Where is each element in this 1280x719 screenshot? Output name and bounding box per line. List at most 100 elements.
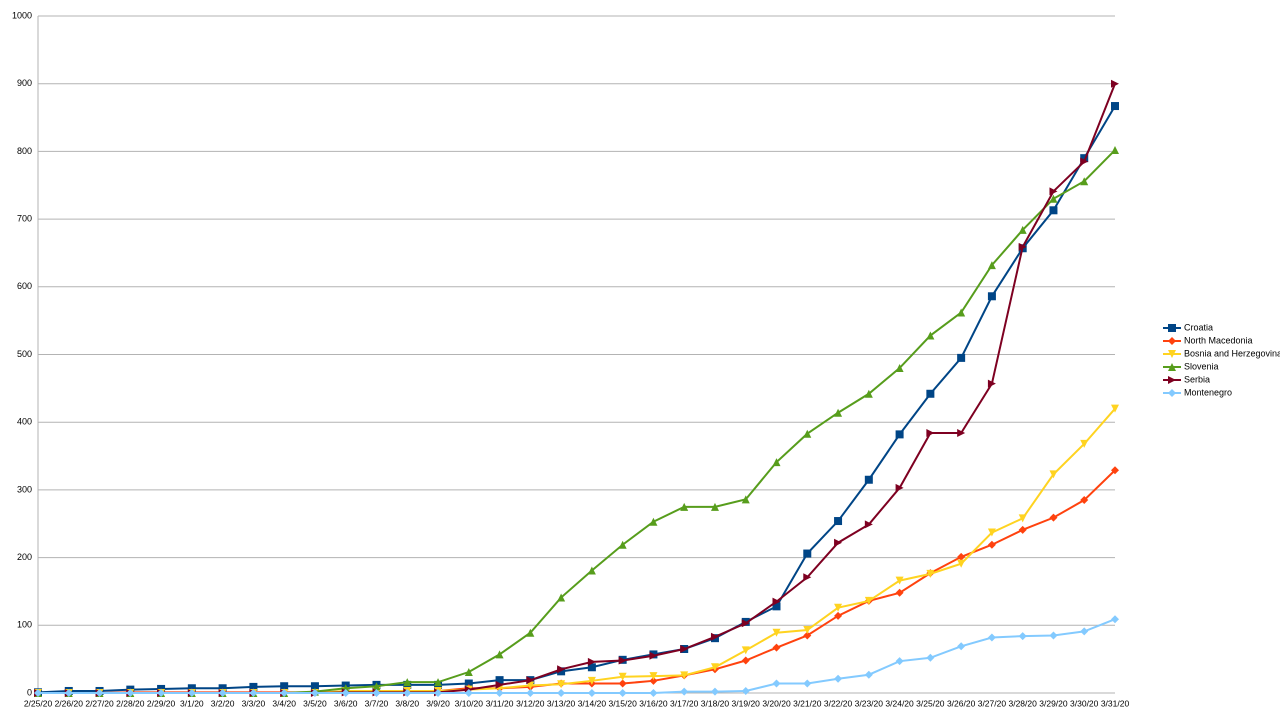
- data-point: [680, 502, 689, 511]
- data-point: [618, 689, 627, 697]
- data-point: [895, 364, 904, 373]
- data-point: [34, 689, 42, 697]
- data-point: [1049, 187, 1058, 196]
- data-point: [741, 686, 750, 695]
- legend-marker: [1168, 389, 1176, 397]
- data-point: [987, 292, 996, 301]
- data-point: [957, 642, 966, 651]
- data-point: [1080, 496, 1089, 505]
- data-point: [864, 596, 873, 605]
- data-point: [864, 670, 873, 679]
- data-point: [987, 261, 996, 270]
- legend-label: Serbia: [1184, 374, 1210, 384]
- data-point: [372, 689, 381, 697]
- data-point: [495, 689, 504, 697]
- y-tick-label: 1000: [12, 10, 32, 20]
- data-point: [895, 430, 904, 439]
- data-point: [1018, 632, 1027, 641]
- x-tick-label: 3/8/20: [395, 698, 419, 708]
- y-tick-label: 100: [17, 620, 32, 630]
- data-point: [957, 552, 966, 561]
- data-point: [649, 651, 658, 660]
- y-tick-label: 400: [17, 417, 32, 427]
- legend-marker: [1168, 324, 1176, 332]
- data-point: [649, 517, 658, 526]
- x-tick-label: 3/4/20: [272, 698, 296, 708]
- legend-marker: [1168, 350, 1176, 358]
- legend-marker: [1168, 337, 1176, 345]
- data-point: [741, 619, 750, 628]
- data-point: [957, 308, 966, 317]
- data-point: [1080, 439, 1089, 448]
- data-point: [987, 528, 996, 537]
- data-point: [803, 573, 812, 582]
- data-point: [741, 495, 750, 504]
- data-point: [649, 672, 658, 681]
- y-tick-label: 800: [17, 146, 32, 156]
- data-point: [741, 656, 750, 665]
- data-point: [434, 678, 443, 687]
- data-point: [157, 689, 166, 697]
- data-point: [772, 679, 781, 688]
- x-tick-label: 3/27/20: [978, 698, 1007, 708]
- data-point: [1049, 470, 1058, 479]
- x-tick-label: 2/25/20: [24, 698, 53, 708]
- data-point: [803, 626, 812, 635]
- data-point: [803, 679, 812, 688]
- data-point: [834, 408, 843, 417]
- x-tick-label: 3/23/20: [855, 698, 884, 708]
- data-point: [618, 656, 627, 665]
- data-point: [834, 674, 843, 683]
- x-tick-label: 3/13/20: [547, 698, 576, 708]
- data-point: [218, 689, 227, 697]
- y-tick-label: 300: [17, 484, 32, 494]
- data-point: [895, 657, 904, 666]
- data-point: [957, 559, 966, 568]
- data-point: [464, 668, 473, 677]
- data-point: [987, 633, 996, 642]
- data-point: [434, 689, 443, 697]
- data-point: [1049, 631, 1058, 640]
- data-point: [464, 679, 473, 688]
- data-point: [618, 679, 627, 688]
- x-tick-label: 3/7/20: [365, 698, 389, 708]
- y-tick-label: 500: [17, 349, 32, 359]
- data-point: [864, 475, 873, 484]
- data-point: [495, 650, 504, 659]
- x-tick-label: 3/9/20: [426, 698, 450, 708]
- x-tick-label: 3/6/20: [334, 698, 358, 708]
- data-point: [834, 611, 843, 620]
- data-point: [618, 540, 627, 549]
- data-point: [403, 678, 412, 687]
- data-point: [1111, 615, 1119, 624]
- series-line: [38, 469, 1116, 694]
- legend-label: Bosnia and Herzegovina: [1184, 348, 1280, 358]
- x-tick-label: 2/26/20: [55, 698, 84, 708]
- data-point: [926, 653, 935, 662]
- data-point: [1018, 225, 1027, 234]
- x-tick-label: 3/16/20: [639, 698, 668, 708]
- data-point: [1018, 242, 1027, 251]
- data-point: [1111, 146, 1119, 155]
- x-tick-label: 3/1/20: [180, 698, 204, 708]
- x-tick-label: 3/20/20: [762, 698, 791, 708]
- data-point: [618, 672, 627, 681]
- data-point: [803, 631, 812, 640]
- data-point: [557, 593, 566, 602]
- y-tick-label: 200: [17, 552, 32, 562]
- data-point: [464, 689, 473, 697]
- x-tick-label: 3/14/20: [578, 698, 607, 708]
- data-point: [1018, 514, 1027, 523]
- series-line: [38, 83, 1116, 694]
- data-point: [1111, 79, 1119, 88]
- x-tick-label: 3/5/20: [303, 698, 327, 708]
- data-point: [834, 603, 843, 612]
- data-point: [926, 331, 935, 340]
- data-point: [95, 689, 104, 697]
- x-tick-label: 2/27/20: [85, 698, 114, 708]
- legend-marker: [1168, 363, 1176, 371]
- y-tick-label: 700: [17, 213, 32, 223]
- data-point: [803, 549, 812, 558]
- data-point: [341, 689, 350, 697]
- x-tick-label: 3/11/20: [486, 698, 514, 708]
